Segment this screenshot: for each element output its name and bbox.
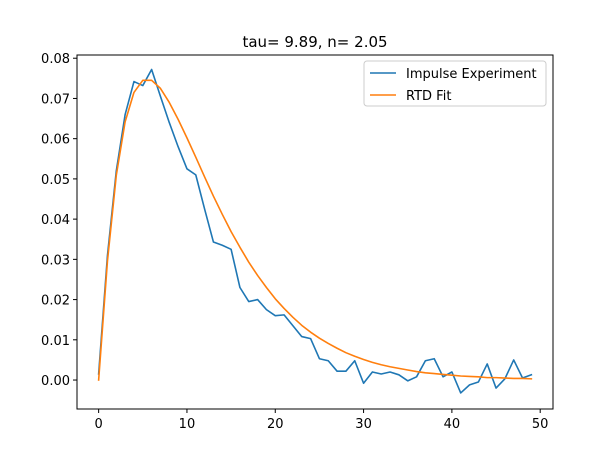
x-axis: 0 10 20 30 40 50 xyxy=(94,409,548,432)
y-tick-label: 0.01 xyxy=(41,334,70,349)
axes-frame xyxy=(76,54,554,410)
legend-label-1: Impulse Experiment xyxy=(406,67,537,82)
legend: Impulse Experiment RTD Fit xyxy=(363,60,547,107)
y-tick-label: 0.05 xyxy=(41,173,70,188)
chart-title: tau= 9.89, n= 2.05 xyxy=(242,33,387,51)
y-tick-label: 0.06 xyxy=(41,133,70,148)
y-tick-label: 0.07 xyxy=(41,92,70,107)
series-layer xyxy=(97,68,533,394)
x-tick-label: 50 xyxy=(532,417,549,432)
y-tick-label: 0.02 xyxy=(41,294,70,309)
y-axis: 0.00 0.01 0.02 0.03 0.04 0.05 0.06 0.07 0.08 xyxy=(41,52,77,389)
y-tick-label: 0.00 xyxy=(41,374,70,389)
x-tick-label: 20 xyxy=(267,417,284,432)
x-tick-label: 10 xyxy=(179,417,196,432)
x-tick-label: 30 xyxy=(355,417,372,432)
legend-box xyxy=(363,60,547,107)
legend-label-2: RTD Fit xyxy=(406,89,451,104)
y-tick-label: 0.03 xyxy=(41,253,70,268)
x-tick-label: 40 xyxy=(444,417,461,432)
series-line-1 xyxy=(97,68,533,394)
x-tick-label: 0 xyxy=(94,417,102,432)
series-line-2 xyxy=(97,79,533,381)
y-tick-label: 0.04 xyxy=(41,213,70,228)
y-tick-label: 0.08 xyxy=(41,52,70,67)
axes-border xyxy=(76,54,554,410)
